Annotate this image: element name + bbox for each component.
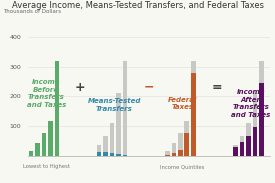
Bar (233, 147, 238, 156)
Text: −: − (143, 81, 154, 94)
Bar (252, 93, 257, 156)
Text: Thousands of Dollars: Thousands of Dollars (3, 9, 61, 14)
Bar (110, 123, 114, 156)
Bar (233, 145, 238, 156)
Bar (48, 122, 53, 156)
Bar (178, 150, 183, 156)
Bar (240, 142, 244, 156)
Bar (123, 61, 127, 156)
Bar (185, 122, 189, 156)
Text: Means-Tested
Transfers: Means-Tested Transfers (88, 98, 141, 112)
Bar (259, 61, 264, 156)
Bar (252, 126, 257, 156)
Text: Lowest to Highest: Lowest to Highest (23, 165, 70, 169)
Bar (110, 154, 114, 156)
Bar (42, 133, 46, 156)
Bar (240, 136, 244, 156)
Bar (97, 145, 101, 156)
Bar (246, 123, 251, 156)
Bar (191, 61, 196, 156)
Bar (116, 154, 121, 156)
Text: Federal
Taxes: Federal Taxes (168, 97, 197, 111)
Text: Average Income, Means-Tested Transfers, and Federal Taxes: Average Income, Means-Tested Transfers, … (12, 1, 263, 10)
Bar (103, 136, 108, 156)
Bar (97, 152, 101, 156)
Bar (123, 155, 127, 156)
Bar (103, 152, 108, 156)
Bar (29, 151, 33, 156)
Bar (172, 153, 176, 156)
Bar (165, 151, 170, 156)
Text: =: = (211, 81, 222, 94)
Bar (191, 73, 196, 156)
Text: Income
After
Transfers
and Taxes: Income After Transfers and Taxes (231, 89, 270, 118)
Bar (259, 83, 264, 156)
Bar (35, 143, 40, 156)
Bar (246, 136, 251, 156)
Text: Income Quintiles: Income Quintiles (160, 165, 205, 169)
Text: Income
Before
Transfers
and Taxes: Income Before Transfers and Taxes (27, 79, 66, 108)
Bar (172, 143, 176, 156)
Bar (55, 61, 59, 156)
Bar (178, 133, 183, 156)
Bar (165, 155, 170, 156)
Text: +: + (75, 81, 86, 94)
Bar (116, 93, 121, 156)
Bar (185, 133, 189, 156)
